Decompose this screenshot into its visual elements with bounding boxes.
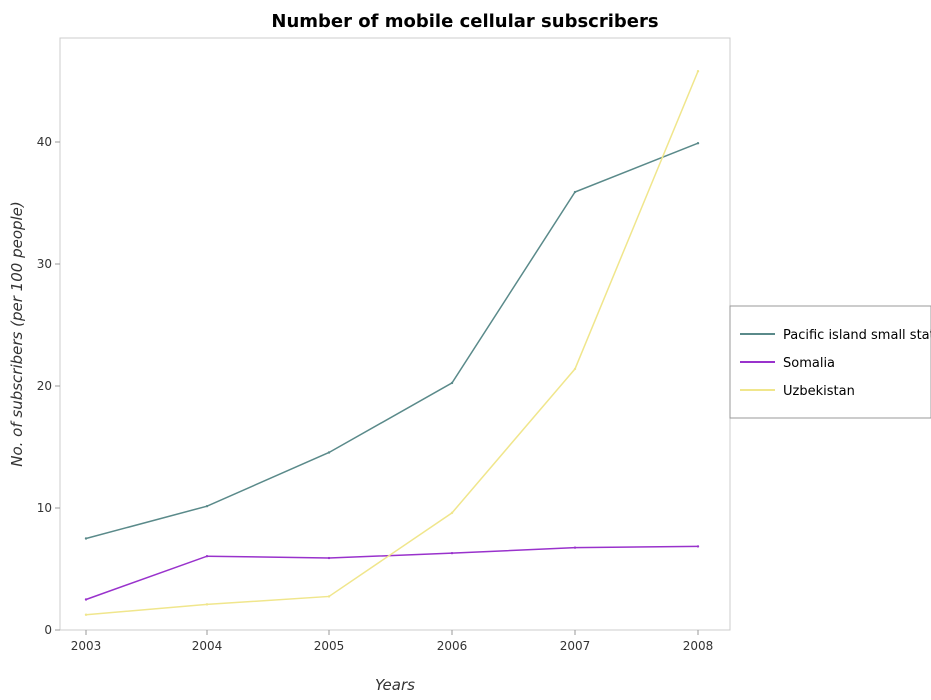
x-axis-label: Years bbox=[375, 676, 415, 694]
data-point bbox=[205, 603, 209, 606]
data-point bbox=[327, 595, 331, 598]
data-point bbox=[573, 546, 577, 549]
chart-title: Number of mobile cellular subscribers bbox=[271, 11, 658, 32]
data-point bbox=[327, 556, 331, 560]
data-point bbox=[327, 451, 331, 454]
series-line-pacific-island-small-states bbox=[85, 142, 699, 540]
series-layer bbox=[84, 70, 700, 616]
legend: Pacific island small states Somalia Uzbeki… bbox=[729, 305, 931, 419]
legend-label: Pacific island small states bbox=[783, 328, 931, 343]
y-tick-label: 20 bbox=[37, 379, 52, 393]
x-tick-label: 2006 bbox=[437, 639, 468, 653]
data-point bbox=[573, 367, 577, 371]
x-tick-label: 2007 bbox=[560, 639, 591, 653]
data-point bbox=[450, 511, 454, 515]
y-tick-label: 30 bbox=[37, 257, 52, 271]
y-axis: 0 10 20 30 40 bbox=[37, 135, 60, 637]
x-tick-label: 2008 bbox=[683, 639, 714, 653]
data-point bbox=[84, 613, 88, 616]
series-line-somalia bbox=[85, 545, 699, 601]
data-point bbox=[696, 142, 700, 145]
data-point bbox=[84, 537, 88, 540]
y-tick-label: 40 bbox=[37, 135, 52, 149]
data-point bbox=[573, 190, 577, 194]
data-point bbox=[84, 598, 88, 601]
data-point bbox=[450, 551, 454, 555]
legend-label: Somalia bbox=[783, 356, 835, 371]
data-point bbox=[205, 554, 209, 558]
plot-area bbox=[59, 37, 731, 631]
data-point bbox=[450, 381, 454, 385]
series-line-uzbekistan bbox=[85, 70, 699, 616]
y-tick-label: 0 bbox=[44, 623, 52, 637]
y-axis-label: No. of subscribers (per 100 people) bbox=[8, 201, 26, 467]
data-point bbox=[696, 70, 700, 73]
x-tick-label: 2003 bbox=[71, 639, 102, 653]
x-tick-label: 2005 bbox=[314, 639, 345, 653]
y-tick-label: 10 bbox=[37, 501, 52, 515]
data-point bbox=[205, 504, 209, 508]
x-axis: 2003 2004 2005 2006 2007 2008 bbox=[71, 630, 714, 653]
x-tick-label: 2004 bbox=[192, 639, 223, 653]
data-point bbox=[696, 545, 700, 548]
legend-label: Uzbekistan bbox=[783, 384, 855, 399]
